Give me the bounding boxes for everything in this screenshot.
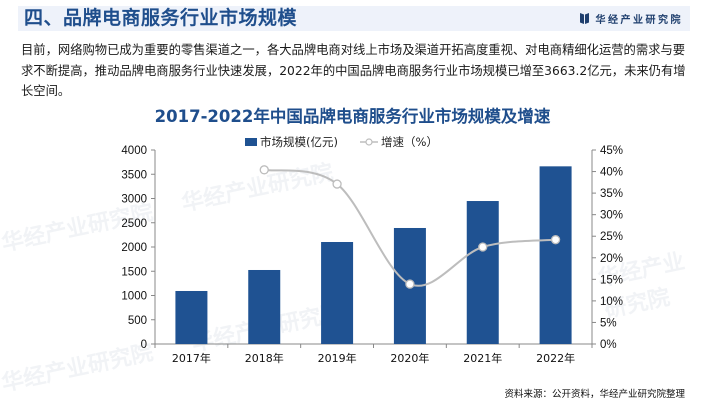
bar-market-size <box>175 290 208 344</box>
brand-name: 华经产业研究院 <box>595 14 683 26</box>
left-tick-label: 1000 <box>121 291 147 303</box>
legend-item-growth: 增速（%） <box>360 134 438 150</box>
bar-market-size <box>539 166 572 344</box>
x-tick-label: 2022年 <box>536 351 575 365</box>
left-tick-label: 2500 <box>121 218 147 230</box>
bar-market-size <box>248 269 281 344</box>
right-tick-label: 25% <box>600 231 623 243</box>
left-tick-label: 4000 <box>121 145 147 157</box>
chart-title: 2017-2022年中国品牌电商服务行业市场规模及增速 <box>154 107 551 126</box>
bar-swatch-icon <box>245 138 258 146</box>
right-tick-label: 35% <box>600 188 623 200</box>
legend-label: 增速（%） <box>381 135 438 149</box>
right-tick-label: 15% <box>600 274 623 286</box>
left-tick-label: 3500 <box>121 169 147 181</box>
intro-paragraph: 目前，网络购物已成为重要的零售渠道之一，各大品牌电商对线上市场及渠道开拓高度重视… <box>21 43 686 98</box>
page-title: 四、品牌电商服务行业市场规模 <box>24 7 298 29</box>
legend-label: 市场规模(亿元) <box>260 135 339 149</box>
chart-legend: 市场规模(亿元) 增速（%） <box>0 134 705 150</box>
left-tick-label: 1500 <box>121 266 147 278</box>
growth-point <box>259 165 269 175</box>
bar-market-size <box>321 242 354 344</box>
source-note: 资料来源：公开资料，华经产业研究院整理 <box>504 389 685 400</box>
left-tick-label: 2000 <box>121 242 147 254</box>
growth-point <box>332 179 342 189</box>
line-marker-icon <box>360 138 379 146</box>
right-tick-label: 40% <box>600 167 623 179</box>
right-tick-label: 0% <box>600 339 617 351</box>
x-tick-label: 2018年 <box>245 351 284 365</box>
right-tick-label: 45% <box>600 145 623 157</box>
left-tick-label: 500 <box>128 315 147 327</box>
right-tick-label: 5% <box>600 317 617 329</box>
x-tick-label: 2017年 <box>172 351 211 365</box>
right-tick-label: 30% <box>600 210 623 222</box>
x-tick-label: 2019年 <box>318 351 357 365</box>
x-tick-label: 2021年 <box>463 351 502 365</box>
header-band <box>18 6 690 31</box>
right-tick-label: 20% <box>600 253 623 265</box>
growth-point <box>550 235 561 245</box>
right-tick-label: 10% <box>600 296 623 308</box>
book-logo-icon <box>579 12 589 24</box>
brand: 华经产业研究院 <box>579 9 684 27</box>
left-tick-label: 0 <box>141 339 147 351</box>
x-tick-label: 2020年 <box>390 351 429 365</box>
growth-point <box>405 279 415 289</box>
bar-market-size <box>466 201 499 344</box>
growth-point <box>478 242 488 252</box>
legend-item-market-size: 市场规模(亿元) <box>245 134 338 150</box>
left-tick-label: 3000 <box>121 194 147 206</box>
